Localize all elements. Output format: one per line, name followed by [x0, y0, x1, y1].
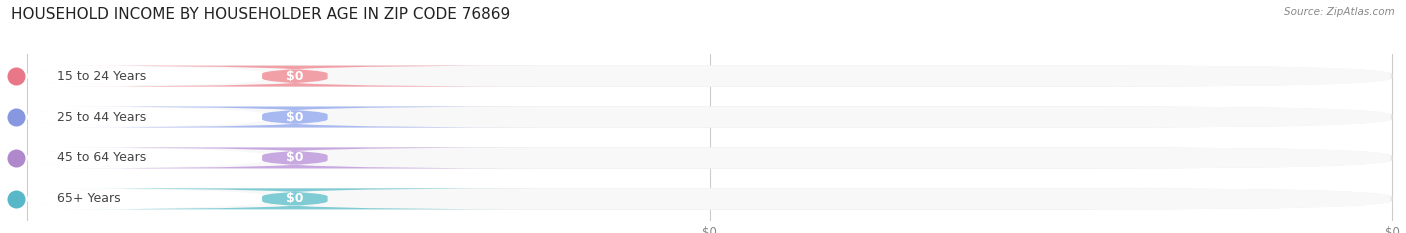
Text: HOUSEHOLD INCOME BY HOUSEHOLDER AGE IN ZIP CODE 76869: HOUSEHOLD INCOME BY HOUSEHOLDER AGE IN Z… [11, 7, 510, 22]
FancyBboxPatch shape [27, 65, 1392, 87]
Text: 65+ Years: 65+ Years [58, 192, 121, 205]
FancyBboxPatch shape [0, 106, 301, 127]
Text: $0: $0 [285, 151, 304, 164]
FancyBboxPatch shape [30, 188, 1391, 209]
FancyBboxPatch shape [27, 147, 1392, 168]
Text: $0: $0 [285, 192, 304, 205]
Text: 15 to 24 Years: 15 to 24 Years [58, 70, 146, 82]
FancyBboxPatch shape [55, 188, 536, 209]
FancyBboxPatch shape [27, 106, 1392, 128]
Text: 25 to 44 Years: 25 to 44 Years [58, 110, 146, 123]
FancyBboxPatch shape [0, 66, 301, 87]
FancyBboxPatch shape [0, 147, 301, 168]
Text: $0: $0 [285, 70, 304, 82]
FancyBboxPatch shape [55, 106, 536, 127]
FancyBboxPatch shape [55, 147, 536, 168]
FancyBboxPatch shape [30, 147, 1391, 168]
FancyBboxPatch shape [55, 66, 536, 87]
Text: $0: $0 [285, 110, 304, 123]
FancyBboxPatch shape [0, 188, 301, 209]
FancyBboxPatch shape [27, 188, 1392, 209]
Text: 45 to 64 Years: 45 to 64 Years [58, 151, 146, 164]
Text: Source: ZipAtlas.com: Source: ZipAtlas.com [1284, 7, 1395, 17]
FancyBboxPatch shape [30, 66, 1391, 87]
FancyBboxPatch shape [30, 106, 1391, 127]
